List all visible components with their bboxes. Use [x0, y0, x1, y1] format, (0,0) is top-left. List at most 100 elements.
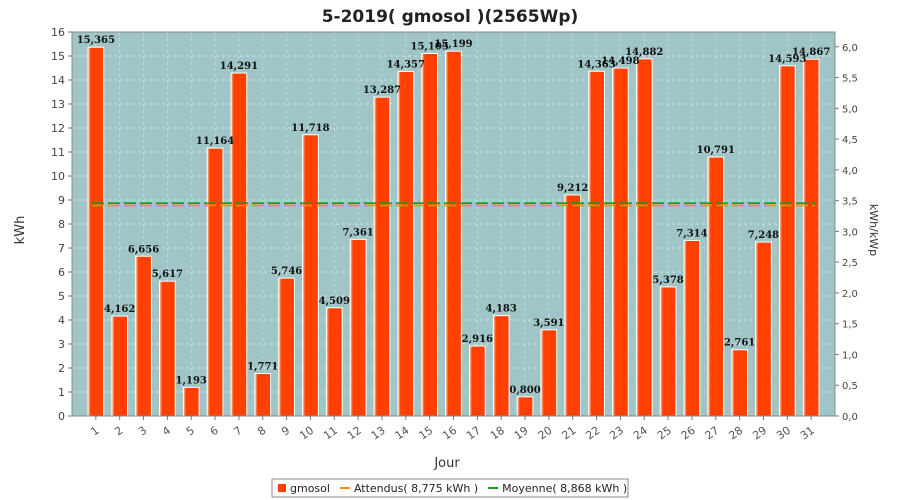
y-right-tick-label: 6,0	[842, 43, 858, 54]
bar-value-label: 4,183	[486, 304, 517, 315]
x-tick-label: 19	[512, 424, 531, 443]
bar-value-label: 6,656	[128, 244, 159, 255]
bar	[445, 50, 462, 417]
bar	[254, 372, 272, 417]
bars	[87, 46, 820, 417]
x-tick-label: 9	[279, 424, 292, 439]
bar-value-label: 14,867	[792, 47, 830, 58]
x-tick-label: 20	[536, 424, 555, 443]
y-right-tick-label: 4,5	[842, 135, 858, 146]
bar-value-label: 7,314	[676, 228, 707, 239]
bar-value-label: 15,365	[77, 35, 115, 46]
x-tick-label: 10	[297, 424, 316, 443]
bar	[421, 52, 439, 417]
bar	[588, 70, 605, 417]
bar-value-label: 14,363	[577, 59, 615, 70]
bar-value-label: 15,105	[411, 41, 449, 52]
x-tick-label: 15	[416, 424, 435, 443]
y-right-tick-label: 5,5	[842, 74, 858, 85]
y-tick-label: 2	[58, 362, 65, 375]
x-tick-label: 6	[208, 424, 221, 439]
bar-value-label: 14,357	[387, 59, 425, 70]
y-right-tick-label: 5,0	[842, 104, 858, 115]
y-tick-label: 0	[58, 410, 65, 423]
x-tick-label: 2	[112, 424, 125, 439]
bar	[349, 238, 367, 417]
x-tick-label: 23	[607, 424, 626, 443]
y-tick-label: 9	[58, 194, 65, 207]
bar-value-label: 11,718	[291, 123, 329, 134]
bar-value-label: 11,164	[196, 136, 234, 147]
bar	[373, 96, 391, 417]
x-axis-label: Jour	[433, 456, 460, 471]
y-right-tick-label: 2,0	[842, 289, 858, 300]
legend-swatch	[278, 484, 286, 492]
bar	[278, 277, 295, 417]
bar	[802, 58, 820, 417]
y-tick-label: 1	[58, 386, 65, 399]
legend-entry: Moyenne( 8,868 kWh )	[502, 482, 627, 495]
y-tick-label: 4	[58, 314, 65, 327]
y-right-tick-label: 3,0	[842, 227, 858, 238]
bar	[87, 46, 105, 417]
y-right-tick-label: 2,5	[842, 258, 858, 269]
y-right-tick-label: 0,5	[842, 381, 858, 392]
legend-entry: Attendus( 8,775 kWh )	[354, 482, 478, 495]
y-tick-label: 8	[58, 218, 65, 231]
x-tick-label: 28	[726, 424, 745, 443]
x-tick-label: 12	[345, 424, 364, 443]
bar	[111, 315, 129, 417]
x-tick-label: 29	[750, 424, 769, 443]
bar-value-label: 3,591	[533, 318, 564, 329]
bar-value-label: 0,800	[509, 385, 540, 396]
bar	[659, 286, 677, 417]
bar	[731, 349, 748, 417]
bar	[230, 72, 248, 417]
y-tick-label: 15	[51, 50, 65, 63]
bar	[635, 58, 653, 417]
bar-value-label: 5,378	[652, 275, 683, 286]
x-tick-label: 3	[136, 424, 149, 439]
y-right-tick-label: 4,0	[842, 166, 858, 177]
bar	[397, 70, 415, 417]
y-tick-label: 5	[58, 290, 65, 303]
bar	[182, 386, 200, 417]
y-right-tick-label: 0,0	[842, 412, 858, 423]
bar-value-label: 4,509	[319, 296, 350, 307]
chart-title: 5-2019( gmosol )(2565Wp)	[322, 7, 579, 27]
bar-value-label: 14,882	[625, 47, 663, 58]
x-tick-label: 18	[488, 424, 507, 443]
y-tick-label: 10	[51, 170, 65, 183]
bar	[302, 134, 319, 417]
bar	[325, 307, 343, 417]
x-tick-label: 24	[631, 424, 650, 443]
bar-value-label: 5,746	[271, 266, 302, 277]
bar	[135, 255, 152, 417]
y-tick-label: 12	[51, 122, 65, 135]
bar-value-label: 13,287	[363, 85, 401, 96]
legend-box	[271, 478, 629, 498]
y-tick-label: 13	[51, 98, 65, 111]
y-right-tick-label: 3,5	[842, 197, 858, 208]
x-tick-label: 7	[231, 424, 244, 439]
y-tick-label: 14	[51, 74, 65, 87]
y-tick-label: 11	[51, 146, 65, 159]
bar-value-label: 7,248	[748, 230, 779, 241]
bar-value-label: 14,498	[601, 56, 639, 67]
bar	[564, 194, 582, 417]
x-tick-label: 27	[703, 424, 722, 443]
legend-entry: gmosol	[290, 482, 330, 495]
bar	[612, 67, 629, 417]
y-axis-label-right: kWh/kWp	[867, 204, 880, 256]
y-tick-label: 3	[58, 338, 65, 351]
bar-value-label: 9,212	[557, 183, 588, 194]
bar	[492, 315, 510, 417]
bar	[755, 241, 772, 417]
x-tick-label: 22	[583, 424, 602, 443]
bar	[159, 280, 176, 417]
y-tick-label: 7	[58, 242, 65, 255]
x-tick-label: 17	[464, 424, 483, 443]
x-tick-label: 13	[369, 424, 388, 443]
bar-value-label: 5,617	[152, 269, 183, 280]
